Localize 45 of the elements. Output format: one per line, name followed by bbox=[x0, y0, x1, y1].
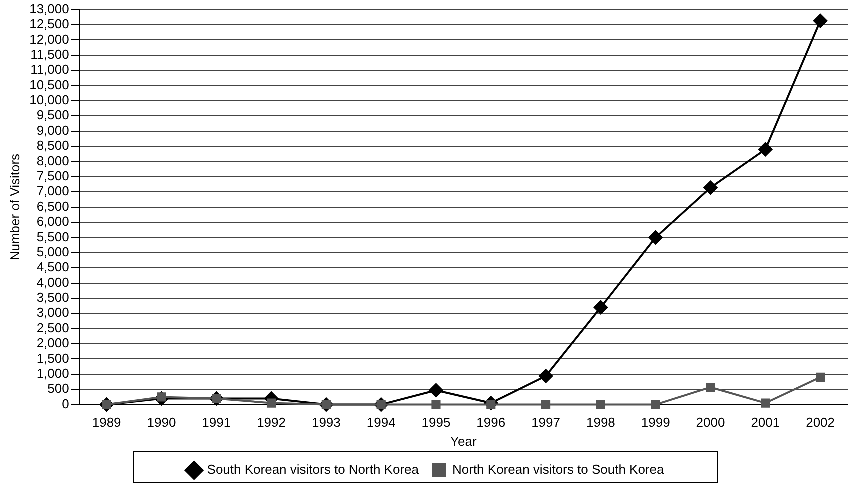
x-tick-label: 1992 bbox=[257, 415, 286, 430]
y-tick-label: 13,000 bbox=[30, 1, 70, 16]
y-tick-label: 8,000 bbox=[36, 153, 70, 168]
y-tick-label: 2,000 bbox=[36, 336, 70, 351]
x-axis-title: Year bbox=[450, 434, 478, 449]
x-tick-label: 1999 bbox=[641, 415, 670, 430]
y-tick-label: 3,500 bbox=[36, 290, 70, 306]
legend-label: North Korean visitors to South Korea bbox=[452, 462, 665, 478]
x-tick-label: 1998 bbox=[586, 415, 616, 430]
y-tick-label: 6,000 bbox=[36, 214, 70, 230]
legend-label: South Korean visitors to North Korea bbox=[207, 462, 420, 478]
x-tick-label: 1993 bbox=[312, 415, 341, 430]
x-tick-label: 1994 bbox=[366, 415, 396, 430]
y-tick-label: 4,500 bbox=[36, 260, 70, 275]
x-tick-label: 1997 bbox=[532, 415, 560, 430]
x-tick-label: 1996 bbox=[476, 415, 506, 430]
y-tick-label: 9,000 bbox=[36, 122, 70, 138]
x-tick-label: 2002 bbox=[806, 415, 836, 430]
y-tick-label: 5,500 bbox=[36, 229, 70, 244]
y-tick-label: 1,000 bbox=[36, 366, 70, 381]
y-tick-label: 11,000 bbox=[30, 62, 70, 78]
x-tick-label: 1995 bbox=[422, 415, 451, 430]
y-tick-label: 0 bbox=[62, 396, 70, 412]
y-tick-label: 12,000 bbox=[30, 32, 70, 47]
x-tick-label: 1991 bbox=[202, 415, 232, 430]
y-tick-label: 7,000 bbox=[36, 184, 70, 199]
y-tick-label: 10,000 bbox=[30, 92, 70, 108]
y-tick-label: 5,000 bbox=[36, 244, 70, 260]
x-tick-label: 2001 bbox=[751, 415, 780, 430]
y-tick-label: 500 bbox=[48, 381, 70, 396]
y-tick-label: 3,000 bbox=[36, 305, 70, 320]
x-tick-label: 2000 bbox=[696, 415, 726, 430]
y-tick-label: 2,500 bbox=[36, 320, 70, 336]
x-tick-label: 1989 bbox=[92, 415, 122, 430]
y-tick-label: 9,500 bbox=[36, 108, 70, 123]
y-axis-title: Number of Visitors bbox=[7, 153, 22, 261]
y-tick-label: 12,500 bbox=[30, 16, 70, 32]
y-tick-label: 1,500 bbox=[36, 350, 70, 366]
y-tick-label: 10,500 bbox=[30, 77, 70, 92]
x-tick-label: 1990 bbox=[147, 415, 176, 430]
y-tick-label: 4,000 bbox=[36, 274, 70, 290]
y-tick-label: 8,500 bbox=[36, 138, 70, 154]
y-tick-label: 11,500 bbox=[30, 46, 70, 62]
y-tick-label: 7,500 bbox=[36, 168, 70, 184]
y-tick-label: 6,500 bbox=[36, 198, 70, 214]
